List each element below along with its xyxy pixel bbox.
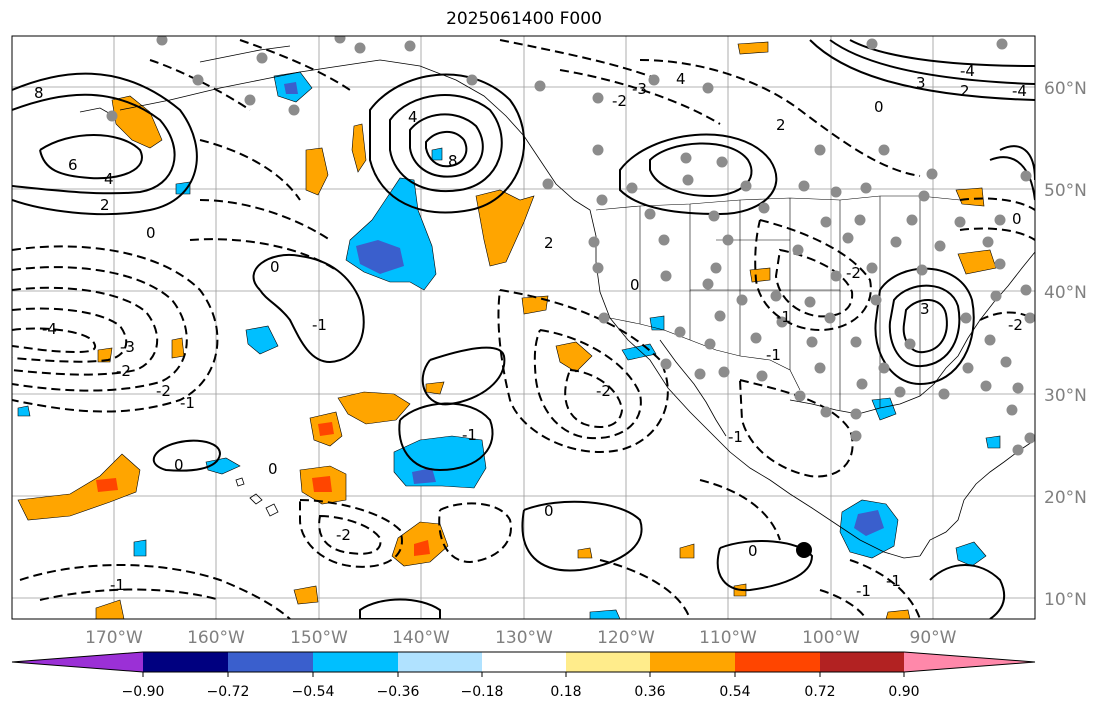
lon-label-90w: 90°W (910, 628, 957, 648)
contour-label: -2 (596, 382, 611, 400)
contour-label: -1 (110, 576, 125, 594)
lon-label-150w: 150°W (290, 628, 348, 648)
colorbar-tick-label: 0.54 (719, 684, 750, 700)
colorbar-segment (398, 652, 482, 672)
lat-label-10n: 10°N (1044, 590, 1087, 610)
colorbar-tick-label: −0.18 (461, 684, 504, 700)
contour-label: 2 (776, 116, 786, 134)
contour-label: -2 (156, 382, 171, 400)
contour-label: -4 (960, 62, 975, 80)
contour-label: -2 (612, 92, 627, 110)
contour-label: 4 (104, 170, 114, 188)
contour-label: -1 (776, 308, 791, 326)
contour-label: -2 (116, 362, 131, 380)
contour-label: 8 (448, 152, 458, 170)
negative-contours (12, 39, 1035, 619)
strong-positive-anomaly-fills (96, 422, 430, 556)
contour-label: -2 (846, 264, 861, 282)
lat-label-20n: 20°N (1044, 488, 1087, 508)
colorbar-tick-label: −0.36 (377, 684, 420, 700)
colorbar-segment (313, 652, 398, 672)
contour-label: -4 (1012, 82, 1027, 100)
colorbar: −0.90 −0.72 −0.54 −0.36 −0.18 0.18 0.36 … (11, 651, 1036, 700)
contour-label: -2 (336, 526, 351, 544)
lat-label-30n: 30°N (1044, 386, 1087, 406)
contour-label: -4 (42, 320, 57, 338)
lon-label-110w: 110°W (699, 628, 757, 648)
contour-label: 0 (544, 502, 554, 520)
contour-label: 4 (408, 108, 418, 126)
lon-label-100w: 100°W (802, 628, 860, 648)
colorbar-tick-label: −0.72 (207, 684, 250, 700)
map-title: 2025061400 F000 (446, 9, 602, 29)
colorbar-segment (650, 652, 735, 672)
lon-label-130w: 130°W (495, 628, 553, 648)
colorbar-segment (735, 652, 820, 672)
colorbar-tick-label: 0.36 (634, 684, 665, 700)
colorbar-segment (228, 652, 313, 672)
contour-label: 0 (748, 542, 758, 560)
highlight-station-marker (796, 542, 812, 558)
contour-label: -1 (312, 316, 327, 334)
lat-label-40n: 40°N (1044, 283, 1087, 303)
lon-label-120w: 120°W (597, 628, 655, 648)
map-content: 8 6 4 2 0 4 8 4 2 0 -1 -2 -3 -4 0 -1 0 -… (12, 36, 1035, 619)
contour-labels: 8 6 4 2 0 4 8 4 2 0 -1 -2 -3 -4 0 -1 0 -… (34, 62, 1027, 600)
strong-negative-anomaly-fills (284, 82, 884, 536)
contour-label: -3 (632, 80, 647, 98)
contour-label: 8 (34, 84, 44, 102)
lon-label-170w: 170°W (85, 628, 143, 648)
contour-label: 2 (544, 234, 554, 252)
contour-label: 0 (1012, 210, 1022, 228)
colorbar-segment (143, 652, 228, 672)
colorbar-extend-max (904, 652, 1035, 672)
lat-label-50n: 50°N (1044, 181, 1087, 201)
contour-label: -1 (766, 346, 781, 364)
contour-label: 0 (630, 276, 640, 294)
longitude-labels: 170°W 160°W 150°W 140°W 130°W 120°W 110°… (85, 628, 957, 648)
colorbar-segment (482, 652, 566, 672)
contour-label: 0 (174, 456, 184, 474)
contour-label: 0 (146, 224, 156, 242)
lat-label-60n: 60°N (1044, 79, 1087, 99)
colorbar-tick-label: 0.72 (804, 684, 835, 700)
contour-label: -2 (1008, 316, 1023, 334)
contour-label: -1 (462, 426, 477, 444)
latitude-labels: 60°N 50°N 40°N 30°N 20°N 10°N (1044, 79, 1087, 610)
contour-label: 2 (960, 82, 970, 100)
colorbar-tick-label: −0.54 (292, 684, 335, 700)
contour-label: -1 (728, 428, 743, 446)
colorbar-segment (566, 652, 650, 672)
contour-label: 0 (270, 258, 280, 276)
contour-label: 3 (920, 300, 930, 318)
contour-label: -3 (120, 338, 135, 356)
political-borders (595, 195, 961, 410)
colorbar-segment (820, 652, 904, 672)
contour-label: 0 (268, 460, 278, 478)
contour-label: 6 (68, 156, 78, 174)
colorbar-tick-label: −0.90 (122, 684, 165, 700)
gridlines (12, 36, 1035, 619)
contour-label: -1 (180, 394, 195, 412)
contour-label: 4 (676, 70, 686, 88)
contour-label: 2 (100, 196, 110, 214)
contour-label: -1 (886, 572, 901, 590)
contour-label: 0 (874, 98, 884, 116)
contour-label: 3 (916, 74, 926, 92)
contour-label: -1 (856, 582, 871, 600)
map-frame (11, 35, 1036, 620)
colorbar-extend-min (12, 652, 143, 672)
colorbar-tick-label: 0.90 (888, 684, 919, 700)
colorbar-tick-label: 0.18 (550, 684, 581, 700)
positive-anomaly-fills (17, 41, 997, 619)
lon-label-140w: 140°W (392, 628, 450, 648)
lon-label-160w: 160°W (187, 628, 245, 648)
coastlines (79, 45, 1035, 559)
station-markers (106, 36, 1035, 456)
